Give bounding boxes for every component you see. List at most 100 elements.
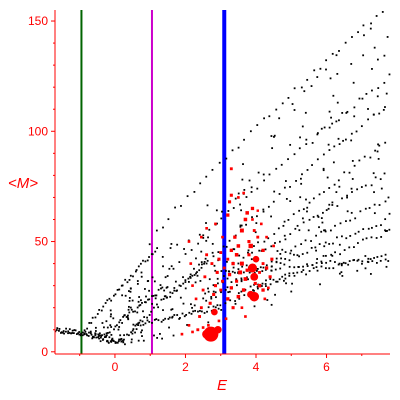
black-point <box>232 207 235 209</box>
black-point <box>206 310 208 313</box>
black-point <box>320 265 323 268</box>
black-point <box>314 246 317 249</box>
black-point <box>265 279 267 282</box>
black-point <box>325 254 327 257</box>
black-point <box>302 208 305 211</box>
red-point <box>215 270 219 274</box>
black-point <box>353 115 356 118</box>
black-point <box>215 209 218 212</box>
black-point <box>218 161 221 164</box>
black-point <box>217 251 220 254</box>
black-point <box>365 93 368 95</box>
black-point <box>124 294 127 297</box>
black-point <box>384 218 387 221</box>
red-point <box>191 284 194 287</box>
y-tick-label: 150 <box>28 14 48 28</box>
black-point <box>146 259 149 262</box>
black-point <box>148 314 151 316</box>
black-point <box>336 205 339 207</box>
black-point <box>187 280 190 283</box>
black-point <box>384 258 387 261</box>
black-point <box>129 290 132 293</box>
black-point <box>318 193 321 196</box>
black-point <box>248 271 251 274</box>
black-point <box>130 308 133 311</box>
black-point <box>300 86 303 89</box>
black-point <box>370 22 372 25</box>
black-point <box>283 234 286 237</box>
black-point <box>367 227 370 230</box>
black-point <box>112 294 115 297</box>
black-point <box>255 269 258 272</box>
black-point <box>283 220 286 223</box>
black-point <box>228 239 231 242</box>
black-point <box>384 229 386 232</box>
black-point <box>370 184 373 187</box>
black-point <box>223 275 225 277</box>
black-point <box>205 175 208 178</box>
red-point <box>252 229 256 232</box>
black-point <box>302 269 305 271</box>
black-point <box>200 250 203 253</box>
black-point <box>247 251 249 254</box>
red-point <box>201 326 205 329</box>
red-point <box>229 193 233 197</box>
red-point <box>252 255 260 263</box>
black-point <box>340 262 343 265</box>
black-point <box>182 276 184 279</box>
black-point <box>267 288 269 291</box>
black-point <box>356 188 359 191</box>
black-point <box>80 332 82 335</box>
black-point <box>109 324 112 327</box>
black-point <box>313 69 316 72</box>
black-point <box>139 304 142 306</box>
black-point <box>196 271 198 273</box>
black-point <box>141 335 143 337</box>
black-point <box>312 216 315 218</box>
black-point <box>296 271 299 274</box>
black-point <box>185 314 188 316</box>
black-point <box>228 270 231 273</box>
red-point <box>202 329 212 339</box>
black-point <box>266 299 269 301</box>
black-point <box>97 333 100 336</box>
black-point <box>289 233 292 235</box>
black-point <box>106 339 109 342</box>
red-point <box>258 270 261 274</box>
black-point <box>123 338 125 341</box>
black-point <box>351 178 354 180</box>
red-point <box>196 328 200 332</box>
black-point <box>357 258 360 261</box>
red-point <box>228 200 232 204</box>
black-point <box>307 229 310 232</box>
black-point <box>116 288 119 291</box>
black-point <box>370 236 373 239</box>
black-point <box>199 182 202 185</box>
black-point <box>331 122 334 125</box>
black-point <box>134 331 136 334</box>
black-point <box>367 261 370 263</box>
black-point <box>212 255 215 258</box>
black-point <box>224 269 227 272</box>
black-point <box>167 218 170 221</box>
black-point <box>240 290 243 293</box>
black-point <box>137 339 140 342</box>
black-point <box>98 309 101 311</box>
black-point <box>253 305 256 308</box>
black-point <box>142 323 145 326</box>
black-point <box>207 321 210 324</box>
black-point <box>113 328 115 331</box>
black-point <box>320 127 323 130</box>
black-point <box>289 186 291 188</box>
black-point <box>238 297 241 300</box>
black-point <box>361 262 363 265</box>
black-point <box>384 200 387 203</box>
black-point <box>333 145 336 148</box>
black-point <box>193 190 196 193</box>
black-point <box>156 336 159 339</box>
red-point <box>203 275 207 279</box>
black-point <box>289 143 292 146</box>
black-point <box>290 249 293 252</box>
black-point <box>155 318 158 321</box>
